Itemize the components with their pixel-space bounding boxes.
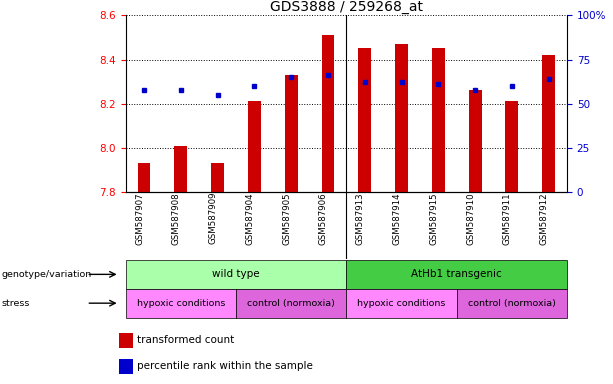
Bar <box>468 91 482 192</box>
Text: AtHb1 transgenic: AtHb1 transgenic <box>411 269 502 280</box>
Text: GSM587911: GSM587911 <box>503 192 512 245</box>
Bar <box>118 359 133 374</box>
Text: hypoxic conditions: hypoxic conditions <box>357 299 446 308</box>
Bar <box>236 289 346 318</box>
Bar <box>322 35 335 192</box>
Bar <box>126 260 346 289</box>
Text: GSM587906: GSM587906 <box>319 192 328 245</box>
Title: GDS3888 / 259268_at: GDS3888 / 259268_at <box>270 0 423 14</box>
Bar <box>211 163 224 192</box>
Text: hypoxic conditions: hypoxic conditions <box>137 299 225 308</box>
Text: transformed count: transformed count <box>137 335 235 345</box>
Text: percentile rank within the sample: percentile rank within the sample <box>137 361 313 371</box>
Bar <box>358 48 371 192</box>
Text: GSM587909: GSM587909 <box>208 192 218 245</box>
Text: stress: stress <box>1 299 29 308</box>
Bar <box>505 101 518 192</box>
Bar <box>285 75 298 192</box>
Text: GSM587914: GSM587914 <box>392 192 402 245</box>
Text: wild type: wild type <box>212 269 260 280</box>
Text: GSM587908: GSM587908 <box>172 192 181 245</box>
Text: GSM587915: GSM587915 <box>429 192 438 245</box>
Bar <box>138 163 151 192</box>
Bar <box>248 101 261 192</box>
Bar <box>395 44 408 192</box>
Text: GSM587907: GSM587907 <box>135 192 144 245</box>
Bar <box>126 289 236 318</box>
Text: GSM587913: GSM587913 <box>356 192 365 245</box>
Bar <box>432 48 445 192</box>
Text: genotype/variation: genotype/variation <box>1 270 91 279</box>
Bar <box>346 260 567 289</box>
Text: GSM587904: GSM587904 <box>245 192 254 245</box>
Bar <box>175 146 188 192</box>
Bar <box>457 289 567 318</box>
Bar <box>542 55 555 192</box>
Bar <box>346 289 457 318</box>
Text: control (normoxia): control (normoxia) <box>468 299 556 308</box>
Text: GSM587905: GSM587905 <box>282 192 291 245</box>
Text: GSM587912: GSM587912 <box>539 192 549 245</box>
Text: control (normoxia): control (normoxia) <box>247 299 335 308</box>
Text: GSM587910: GSM587910 <box>466 192 475 245</box>
Bar <box>118 333 133 348</box>
